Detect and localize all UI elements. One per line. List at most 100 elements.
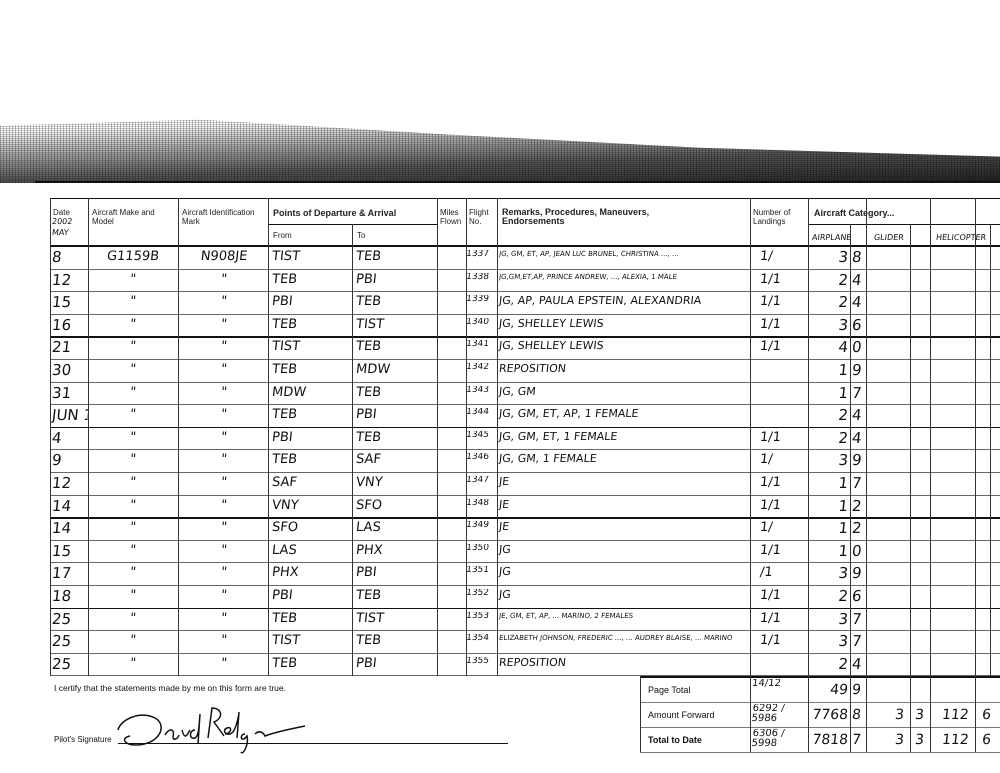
cell-from: TIST: [271, 339, 301, 355]
row-divider: [50, 313, 1000, 315]
cell-date: 8: [51, 249, 63, 266]
cell-flight: 1344: [465, 408, 490, 418]
column-line: [352, 224, 353, 677]
cell-ident: ": [220, 565, 228, 581]
cell-flight: 1348: [465, 498, 490, 508]
cell-remarks: JG, SHELLEY LEWIS: [498, 339, 605, 353]
cell-to: TEB: [355, 249, 382, 264]
row-divider: [50, 562, 1000, 564]
cell-from: PHX: [271, 565, 300, 581]
scan-noise-band: [0, 119, 1000, 183]
cell-flight: 1352: [465, 589, 490, 598]
cell-ident: N908JE: [199, 249, 249, 264]
cell-landings: /1: [759, 565, 774, 581]
cell-hours: 2: [837, 271, 849, 289]
cell-make: ": [129, 565, 137, 581]
cell-hours: 1: [837, 497, 849, 515]
row-divider: [50, 630, 1000, 632]
cell-tenths: 0: [851, 542, 863, 560]
tenths-total: 8: [851, 707, 862, 724]
cell-from: TEB: [271, 610, 298, 626]
cell-to: PBI: [355, 565, 378, 581]
cell-make: ": [129, 497, 137, 513]
cell-date: 18: [51, 588, 73, 605]
cell-tenths: 7: [851, 610, 863, 628]
row-divider: [50, 517, 1000, 519]
cell-tenths: 8: [851, 249, 863, 266]
cell-remarks: REPOSITION: [498, 362, 567, 375]
cell-from: TEB: [271, 271, 298, 287]
cell-flight: 1350: [465, 543, 490, 553]
cell-flight: 1346: [465, 453, 490, 463]
cell-from: PBI: [271, 294, 294, 310]
cell-remarks: JE, GM, ET, AP, ... MARINO, 2 FEMALES: [498, 611, 634, 620]
cell-to: TEB: [355, 633, 382, 649]
totals-column-line: [975, 676, 976, 753]
cell-tenths: 7: [851, 384, 863, 402]
cell-to: TIST: [355, 316, 385, 332]
cell-tenths: 4: [851, 429, 863, 447]
landings-total: 6292 / 5986: [750, 704, 786, 725]
cell-date: 25: [51, 633, 73, 651]
totals-column-line: [640, 676, 641, 753]
cell-make: ": [129, 542, 137, 558]
cell-ident: ": [220, 475, 228, 490]
header-bottom-line: [50, 245, 1000, 247]
landings-total: 14/12: [751, 679, 782, 690]
totals-top-line: [640, 676, 1000, 679]
cell-remarks: JG, SHELLEY LEWIS: [498, 316, 605, 330]
cell-remarks: JG, GM, ET, AP, JEAN LUC BRUNEL, CHRISTI…: [498, 250, 680, 258]
cell-ident: ": [220, 316, 228, 332]
cell-hours: 2: [837, 407, 849, 425]
cell-date: 16: [51, 316, 73, 334]
tenths-total: 7: [851, 732, 862, 749]
cell-from: TIST: [271, 633, 301, 649]
cell-make: ": [129, 588, 137, 603]
cell-from: TEB: [271, 655, 298, 671]
cell-remarks: ELIZABETH JOHNSON, FREDERIC ..., ... AUD…: [498, 634, 733, 643]
cell-date: 17: [51, 565, 73, 583]
cell-hours: 1: [837, 475, 849, 492]
column-line: [866, 198, 867, 677]
cell-remarks: JE: [498, 520, 510, 534]
cell-hours: 3: [837, 565, 849, 583]
cell-to: PBI: [355, 407, 378, 423]
cell-landings: 1/1: [759, 294, 782, 310]
cell-ident: ": [220, 452, 228, 468]
cell-from: PBI: [271, 429, 294, 445]
cell-from: TEB: [271, 407, 298, 423]
cell-tenths: 4: [851, 655, 863, 673]
cell-landings: 1/: [759, 249, 774, 264]
cell-hours: 3: [837, 249, 849, 266]
hours-total: 7818: [811, 732, 849, 749]
tenths-total: 9: [851, 682, 862, 699]
heli-tenths: 6: [981, 732, 992, 749]
cell-make: G1159B: [106, 249, 160, 264]
cell-make: ": [129, 407, 137, 423]
cell-make: ": [129, 633, 137, 649]
date-header: Date: [53, 208, 70, 217]
cell-from: TEB: [271, 316, 298, 332]
total-to-date-label: Total to Date: [648, 735, 702, 746]
cell-date: JUN 1: [51, 407, 89, 425]
cell-to: PBI: [355, 271, 378, 287]
row-divider: [50, 472, 1000, 473]
cell-date: 31: [51, 384, 73, 402]
cell-remarks: JE: [498, 475, 510, 488]
cell-flight: 1353: [465, 611, 490, 621]
cell-ident: ": [220, 294, 228, 310]
cell-date: 30: [51, 362, 73, 379]
cell-to: TEB: [355, 588, 382, 603]
cell-ident: ": [220, 271, 228, 287]
heli-tenths: 6: [981, 707, 992, 724]
cell-to: TEB: [355, 339, 382, 355]
cell-to: TEB: [355, 294, 382, 310]
cell-to: SFO: [355, 497, 383, 513]
cell-ident: ": [220, 588, 228, 603]
cell-ident: ": [220, 542, 228, 558]
cell-landings: 1/1: [759, 316, 782, 332]
row-divider: [50, 607, 1000, 610]
cell-date: 9: [51, 452, 63, 470]
cell-flight: 1355: [465, 656, 490, 666]
signature-label: Pilot's Signature: [54, 735, 112, 744]
